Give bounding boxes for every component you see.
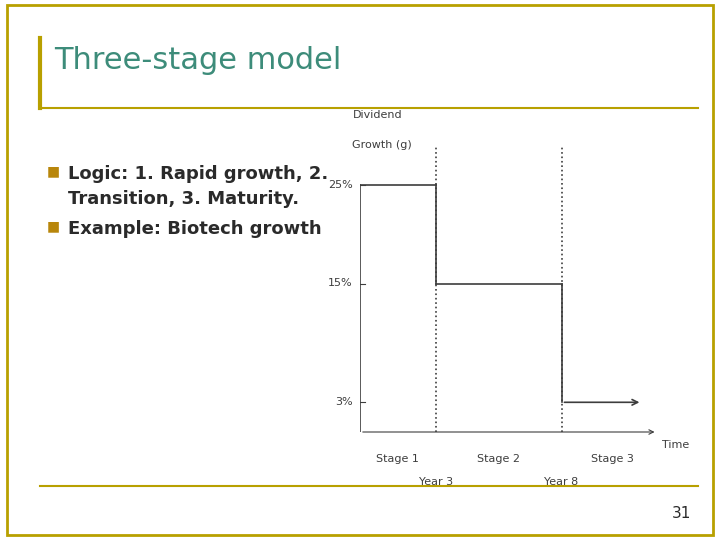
Text: 15%: 15%: [328, 279, 353, 288]
Text: Dividend: Dividend: [353, 110, 402, 120]
Text: Example: Biotech growth: Example: Biotech growth: [68, 220, 322, 238]
Text: Stage 2: Stage 2: [477, 454, 520, 464]
Text: Year 3: Year 3: [418, 477, 453, 487]
Text: Time: Time: [662, 440, 690, 450]
Text: Logic: 1. Rapid growth, 2.: Logic: 1. Rapid growth, 2.: [68, 165, 328, 183]
Text: Three-stage model: Three-stage model: [54, 46, 341, 75]
Text: 3%: 3%: [335, 397, 353, 407]
Text: 31: 31: [672, 506, 691, 521]
Text: 25%: 25%: [328, 179, 353, 190]
Text: Year 8: Year 8: [544, 477, 579, 487]
Text: Transition, 3. Maturity.: Transition, 3. Maturity.: [68, 190, 300, 208]
Text: Stage 1: Stage 1: [377, 454, 419, 464]
Text: ■: ■: [47, 165, 60, 179]
Text: Growth (g): Growth (g): [353, 140, 412, 150]
Text: ■: ■: [47, 220, 60, 234]
Text: Stage 3: Stage 3: [590, 454, 634, 464]
